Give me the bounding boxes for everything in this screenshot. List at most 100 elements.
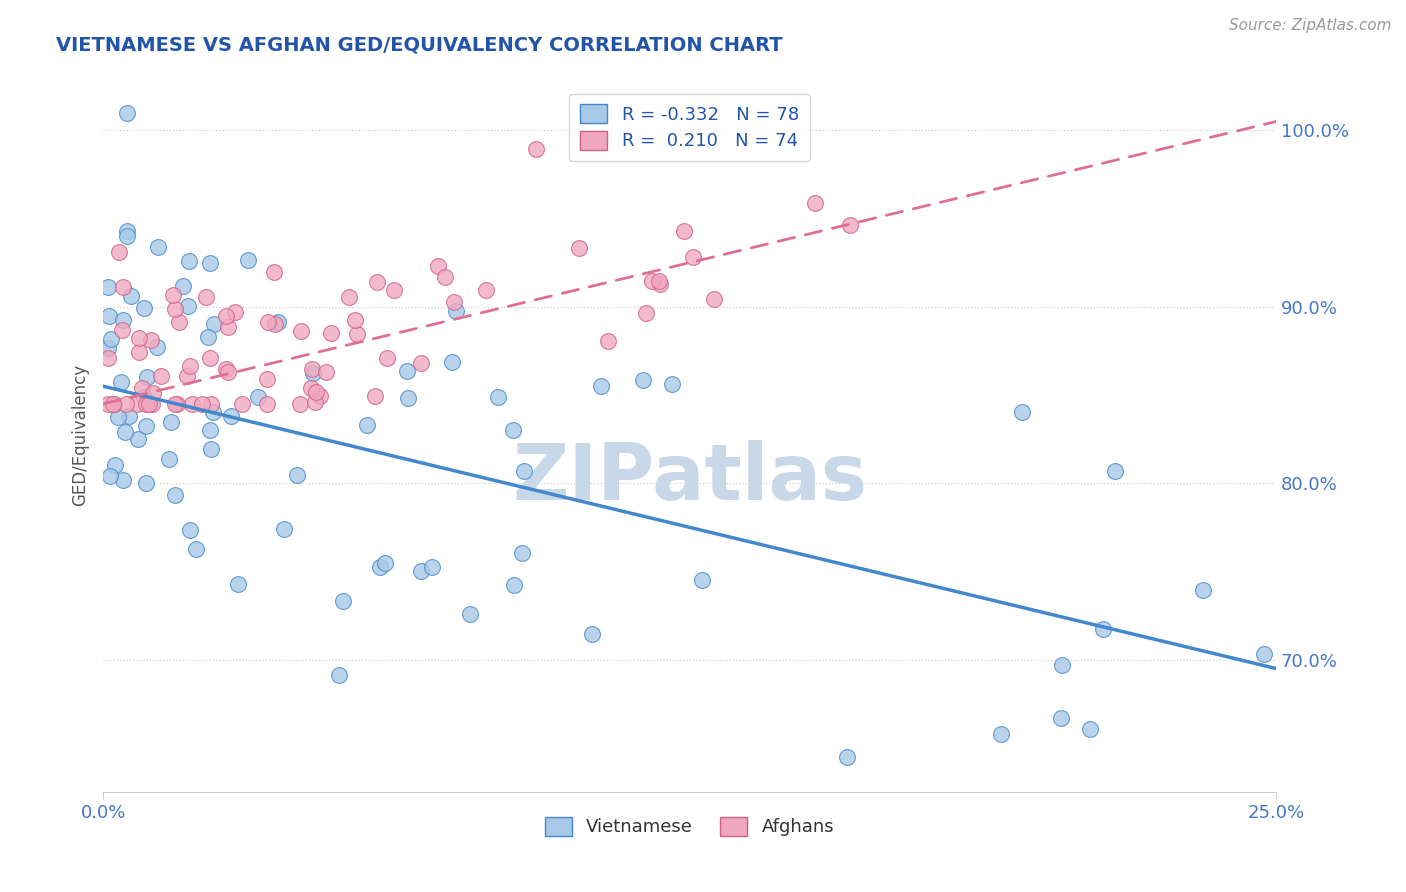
Point [1050,711,1073,725]
Point [420,560,443,574]
Point [172,278,194,293]
Point [647,273,669,287]
Point [98,469,121,483]
Point [308,389,330,403]
Point [111,313,134,327]
Point [114,397,136,411]
Point [111,323,134,337]
Point [1011,404,1033,418]
Point [215,309,238,323]
Point [631,373,654,387]
Point [138,397,160,411]
Point [434,270,457,285]
Point [179,254,201,268]
Point [136,369,159,384]
Point [368,559,391,574]
Point [503,577,526,591]
Point [344,313,367,327]
Point [375,351,398,366]
Point [256,397,278,411]
Point [305,385,328,400]
Point [1091,622,1114,636]
Point [198,351,221,366]
Point [301,362,323,376]
Point [332,594,354,608]
Point [236,252,259,267]
Point [163,488,186,502]
Point [315,365,337,379]
Point [111,473,134,487]
Point [692,573,714,587]
Point [409,564,432,578]
Point [100,332,122,346]
Point [198,256,221,270]
Point [299,382,322,396]
Point [288,397,311,411]
Point [246,391,269,405]
Point [263,317,285,331]
Point [231,397,253,411]
Point [97,310,120,324]
Point [673,224,696,238]
Point [682,250,704,264]
Point [328,668,350,682]
Point [97,397,120,411]
Point [703,292,725,306]
Point [356,418,378,433]
Point [107,245,129,260]
Point [488,390,510,404]
Point [1080,722,1102,736]
Point [217,365,239,379]
Point [114,425,136,440]
Point [145,340,167,354]
Point [591,378,613,392]
Text: ZIPatlas: ZIPatlas [512,440,868,516]
Point [581,626,603,640]
Point [176,368,198,383]
Point [634,306,657,320]
Point [97,342,120,356]
Point [596,334,619,348]
Point [803,196,825,211]
Point [263,265,285,279]
Point [139,333,162,347]
Point [103,397,125,411]
Point [160,415,183,429]
Point [513,464,536,478]
Point [285,467,308,482]
Point [97,351,120,366]
Point [166,397,188,411]
Point [97,280,120,294]
Point [103,397,125,411]
Point [135,475,157,490]
Point [444,304,467,318]
Point [267,315,290,329]
Point [132,301,155,315]
Point [190,397,212,411]
Point [290,324,312,338]
Point [202,317,225,331]
Point [200,424,222,438]
Point [135,397,157,411]
Point [128,345,150,359]
Point [115,228,138,243]
Point [163,397,186,411]
Point [201,405,224,419]
Point [1253,647,1275,661]
Point [177,299,200,313]
Point [162,288,184,302]
Point [224,305,246,319]
Point [273,522,295,536]
Point [440,355,463,369]
Point [219,409,242,423]
Point [257,315,280,329]
Point [256,372,278,386]
Point [301,366,323,380]
Point [396,364,419,378]
Point [409,356,432,370]
Point [118,409,141,423]
Point [364,389,387,403]
Point [128,331,150,345]
Point [141,397,163,411]
Point [115,224,138,238]
